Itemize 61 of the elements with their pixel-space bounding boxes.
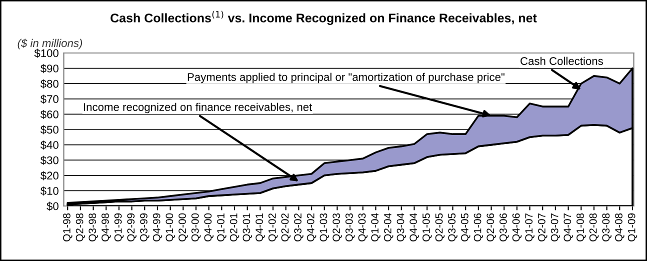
x-tick-label: Q3-04 [396, 213, 406, 242]
x-tick-label: Q2-05 [435, 213, 445, 242]
x-tick-label: Q1-02 [268, 213, 278, 242]
x-tick-label: Q3-07 [550, 213, 560, 242]
x-tick-label: Q3-02 [294, 213, 304, 242]
annotation: Income recognized on finance receivables, net [84, 102, 312, 114]
chart-subtitle: ($ in millions) [18, 38, 82, 50]
x-tick-label: Q1-01 [217, 213, 226, 242]
x-tick-label: Q3-99 [140, 213, 150, 242]
x-tick-label: Q4-99 [152, 213, 162, 242]
y-tick-label: $40 [40, 140, 58, 150]
x-tick-label: Q2-04 [384, 213, 394, 242]
x-tick-label: Q2-08 [589, 213, 599, 242]
y-tick-label: $50 [40, 125, 58, 134]
x-tick-label: Q1-08 [576, 213, 586, 242]
annotation: Cash Collections [520, 56, 603, 65]
chart-title: Cash Collections$^{(1)}$ vs. Income Recognized on Finance Receivables, net [110, 10, 537, 25]
y-tick-label: $30 [40, 156, 58, 165]
x-tick-label: Q4-00 [204, 213, 214, 242]
x-tick-label: Q1-06 [474, 213, 484, 242]
x-tick-label: Q3-98 [88, 213, 98, 242]
x-tick-label: Q4-01 [256, 213, 265, 242]
y-tick-label: $70 [40, 94, 58, 104]
x-tick-label: Q2-06 [486, 213, 496, 242]
x-tick-label: Q4-06 [512, 213, 522, 242]
x-tick-label: Q1-05 [422, 213, 432, 242]
x-tick-label: Q4-07 [564, 213, 573, 242]
x-tick-label: Q1-09 [628, 213, 638, 242]
x-tick-label: Q1-04 [371, 213, 380, 242]
y-tick-label: $0 [46, 202, 58, 211]
x-tick-label: Q2-07 [538, 213, 548, 242]
y-tick-label: $60 [40, 110, 58, 119]
x-tick-label: Q1-98 [63, 213, 72, 242]
y-tick-label: $20 [40, 171, 58, 180]
y-tick-label: $90 [40, 64, 58, 74]
x-tick-label: Q4-08 [615, 213, 624, 242]
x-tick-label: Q1-00 [166, 213, 175, 242]
x-tick-label: Q4-04 [410, 213, 419, 242]
x-tick-label: Q2-03 [332, 213, 342, 242]
x-tick-label: Q3-05 [448, 213, 458, 242]
x-tick-label: Q2-01 [230, 213, 240, 242]
x-tick-label: Q3-08 [602, 213, 612, 242]
x-tick-label: Q3-03 [345, 213, 355, 242]
y-tick-label: $80 [40, 79, 58, 88]
y-tick-label: $10 [40, 186, 58, 196]
x-tick-label: Q2-98 [76, 213, 86, 242]
x-tick-label: Q4-02 [306, 213, 316, 242]
x-tick-label: Q2-02 [281, 213, 291, 242]
y-tick-label: $100 [34, 48, 58, 58]
x-tick-label: Q3-00 [191, 213, 201, 242]
annotation: Payments applied to principal or "amortization of purchase price" [188, 72, 504, 84]
x-tick-label: Q4-05 [461, 213, 470, 242]
x-tick-label: Q3-06 [500, 213, 509, 242]
x-tick-label: Q3-01 [242, 213, 252, 242]
x-tick-label: Q1-03 [320, 213, 330, 242]
x-tick-label: Q4-98 [102, 213, 111, 242]
x-tick-label: Q2-99 [127, 213, 136, 242]
x-tick-label: Q1-07 [525, 213, 534, 242]
x-tick-label: Q2-00 [178, 213, 188, 242]
x-tick-label: Q4-03 [358, 213, 368, 242]
x-tick-label: Q1-99 [114, 213, 124, 242]
